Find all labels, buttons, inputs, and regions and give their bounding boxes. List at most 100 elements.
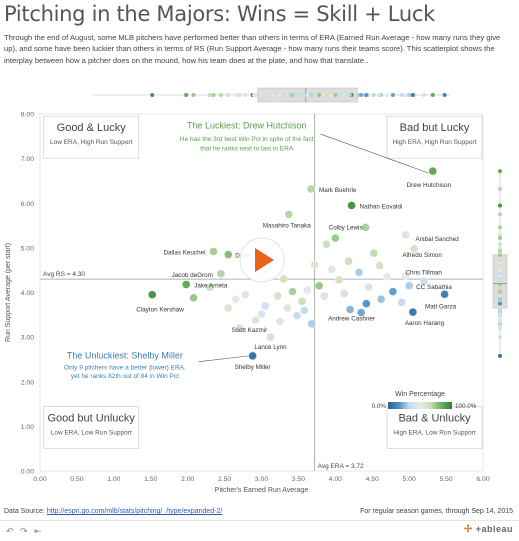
data-point[interactable]: [327, 265, 336, 274]
data-point[interactable]: [216, 269, 226, 278]
data-point[interactable]: [440, 290, 449, 299]
x-marginal-point: [243, 93, 248, 97]
data-point[interactable]: [209, 247, 218, 256]
point-label: Anibal Sanchez: [415, 236, 459, 243]
quadrant-desc: Low ERA, High Run Support: [50, 139, 133, 146]
x-marginal-point: [237, 93, 242, 97]
data-point[interactable]: [284, 210, 294, 219]
x-marginal-point: [252, 93, 257, 97]
x-tick-label: 1.50: [144, 476, 157, 483]
data-source-link[interactable]: http://espn.go.com/mlb/stats/pitching/_/…: [46, 508, 223, 515]
x-marginal-point: [184, 93, 189, 97]
x-marginal-point: [371, 93, 376, 97]
data-point[interactable]: [189, 293, 198, 303]
data-point[interactable]: [401, 230, 410, 240]
y-marginal-point: [498, 301, 502, 306]
data-point[interactable]: [307, 319, 316, 328]
quadrant-title: Bad & Unlucky: [398, 412, 471, 424]
data-point[interactable]: [283, 303, 292, 313]
undo-icon[interactable]: ↶: [6, 526, 14, 536]
data-point[interactable]: [297, 297, 307, 306]
y-marginal-point: [498, 308, 502, 313]
redo-icon[interactable]: ↷: [20, 526, 28, 536]
x-tick-label: 2.00: [181, 476, 194, 483]
data-point[interactable]: [273, 291, 282, 301]
point-label: Mark Buehrle: [319, 187, 357, 194]
data-point[interactable]: [181, 280, 191, 289]
quadrant-box: [43, 115, 140, 159]
x-marginal-point: [259, 93, 264, 97]
data-point[interactable]: [248, 351, 257, 361]
data-point[interactable]: [306, 184, 316, 194]
data-point[interactable]: [322, 240, 331, 249]
data-point[interactable]: [148, 290, 157, 299]
data-point[interactable]: [410, 244, 419, 253]
x-marginal-point: [150, 93, 155, 97]
x-tick-label: 0.00: [33, 476, 46, 483]
avg-rs-label: Avg RS = 4.30: [43, 271, 85, 278]
data-point[interactable]: [376, 294, 386, 304]
data-point[interactable]: [361, 223, 370, 232]
data-point[interactable]: [347, 201, 356, 210]
data-point[interactable]: [354, 268, 364, 277]
data-point[interactable]: [356, 308, 366, 317]
y-marginal-point: [498, 326, 502, 331]
point-label: CC Sabathia: [416, 284, 452, 291]
data-point[interactable]: [339, 289, 349, 298]
data-point[interactable]: [428, 166, 437, 176]
y-marginal-point: [498, 311, 502, 316]
data-point[interactable]: [375, 261, 384, 270]
data-point[interactable]: [344, 257, 353, 266]
data-point[interactable]: [251, 315, 260, 325]
data-source-label: Data Source:: [4, 508, 47, 515]
play-icon[interactable]: [255, 248, 274, 272]
data-point[interactable]: [314, 281, 324, 291]
quadrant-desc: Low ERA, Low Run Support: [51, 429, 132, 436]
x-marginal-point: [263, 93, 268, 97]
data-point[interactable]: [235, 323, 244, 333]
data-point[interactable]: [320, 291, 329, 301]
y-marginal-point: [498, 225, 502, 230]
data-point[interactable]: [408, 307, 418, 317]
revert-icon[interactable]: ⇤: [34, 526, 42, 536]
data-point[interactable]: [303, 286, 312, 295]
data-point[interactable]: [404, 281, 414, 291]
data-point[interactable]: [241, 290, 250, 299]
data-point[interactable]: [275, 317, 285, 326]
y-marginal-point: [498, 236, 502, 241]
data-point[interactable]: [300, 306, 309, 315]
data-point[interactable]: [334, 275, 344, 285]
data-point[interactable]: [288, 287, 297, 296]
data-point[interactable]: [260, 301, 270, 311]
data-point[interactable]: [224, 303, 233, 313]
data-point[interactable]: [397, 298, 406, 307]
data-point[interactable]: [257, 309, 266, 319]
data-point[interactable]: [331, 233, 340, 243]
data-point[interactable]: [362, 299, 371, 308]
data-point[interactable]: [279, 274, 288, 284]
data-source: Data Source: http://espn.go.com/mlb/stat…: [4, 508, 222, 515]
data-point[interactable]: [231, 294, 240, 304]
data-point[interactable]: [382, 272, 392, 282]
x-marginal-point: [410, 93, 415, 97]
quadrant-desc: High ERA, Low Run Support: [393, 429, 476, 436]
data-point[interactable]: [401, 271, 410, 280]
data-point[interactable]: [292, 311, 302, 320]
data-point[interactable]: [345, 305, 355, 314]
tableau-toolbar: [0, 520, 519, 541]
y-tick-label: 5.00: [21, 245, 34, 252]
point-label: Lance Lynn: [254, 344, 287, 351]
y-marginal-point: [498, 169, 502, 174]
data-point[interactable]: [388, 287, 398, 296]
data-point[interactable]: [419, 277, 429, 286]
footer-note: For regular season games, through Sep 14…: [360, 508, 513, 515]
data-point[interactable]: [369, 249, 378, 258]
x-tick-label: 0.50: [70, 476, 83, 483]
data-point[interactable]: [224, 250, 233, 259]
data-point[interactable]: [310, 260, 319, 270]
data-point[interactable]: [364, 282, 373, 292]
data-point[interactable]: [205, 282, 215, 292]
x-tick-label: 1.00: [107, 476, 120, 483]
data-point[interactable]: [266, 332, 275, 342]
x-marginal-point: [277, 93, 282, 97]
